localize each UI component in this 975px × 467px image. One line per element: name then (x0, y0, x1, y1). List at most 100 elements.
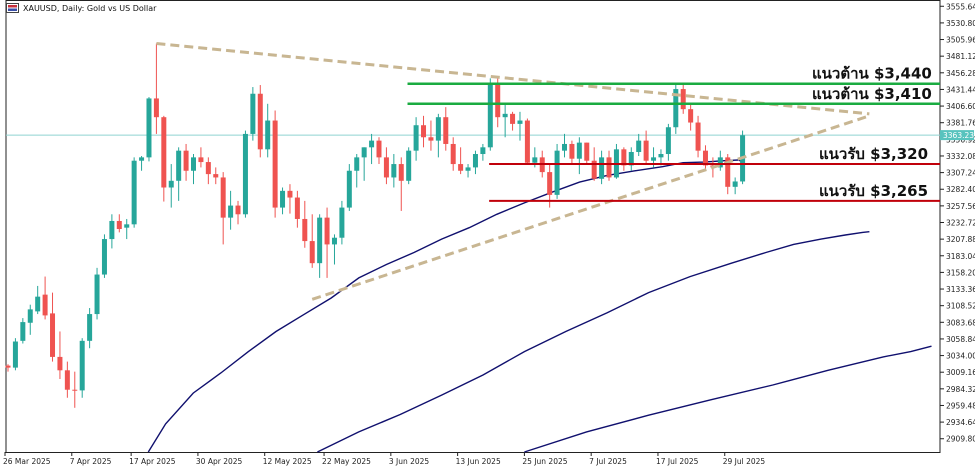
candle-body (391, 164, 396, 177)
candle-body (688, 109, 693, 122)
candle-body (339, 208, 344, 238)
y-tick-label: 3282.40 (946, 185, 975, 194)
candle-body (87, 314, 92, 341)
candle-body (562, 144, 567, 151)
x-tick-label: 7 Jul 2025 (589, 457, 627, 466)
resistance-label: แนวต้าน $3,410 (812, 85, 932, 103)
candle-body (681, 89, 686, 109)
candle-body (139, 157, 144, 160)
y-tick-label: 3009.16 (946, 368, 975, 377)
x-tick-label: 26 Mar 2025 (3, 457, 51, 466)
x-tick-label: 29 Jul 2025 (723, 457, 766, 466)
candle-body (354, 157, 359, 170)
candle-body (317, 218, 322, 264)
y-tick-label: 3133.36 (946, 285, 975, 294)
candle-body (198, 157, 203, 162)
candle-body (480, 147, 485, 154)
candle-body (658, 154, 663, 157)
candle-body (443, 117, 448, 144)
y-tick-label: 2934.64 (946, 418, 975, 427)
candle-body (117, 221, 122, 229)
candle-body (43, 295, 48, 316)
candle-body (176, 151, 181, 181)
candle-body (80, 341, 85, 391)
ascending-trendline (312, 116, 869, 299)
support-label: แนวรับ $3,320 (819, 145, 928, 163)
x-tick-label: 7 Apr 2025 (70, 457, 112, 466)
candle-body (250, 94, 255, 134)
candle-body (466, 167, 471, 170)
candle-body (384, 157, 389, 177)
candle-body (525, 121, 530, 163)
current-price-label: 3363.23 (943, 131, 974, 140)
x-tick-label: 25 Jun 2025 (522, 457, 567, 466)
y-tick-label: 3456.28 (946, 69, 975, 78)
candle-body (72, 390, 77, 391)
y-tick-label: 3307.24 (946, 169, 975, 178)
candle-body (666, 127, 671, 154)
x-tick-label: 17 Jul 2025 (656, 457, 699, 466)
x-tick-label: 12 May 2025 (263, 457, 312, 466)
candle-body (510, 114, 515, 124)
y-tick-label: 3406.60 (946, 102, 975, 111)
candle-body (399, 164, 404, 181)
y-tick-label: 3555.64 (946, 2, 975, 11)
y-tick-label: 3207.88 (946, 235, 975, 244)
candle-body (154, 98, 159, 117)
y-tick-label: 3381.76 (946, 119, 975, 128)
candle-body (184, 151, 189, 171)
candle-body (488, 84, 493, 148)
candle-body (599, 157, 604, 178)
x-tick-label: 3 Jun 2025 (389, 457, 430, 466)
candle-body (265, 121, 270, 150)
candle-body (421, 125, 426, 137)
support-label: แนวรับ $3,265 (819, 182, 928, 200)
moving-average-line (148, 160, 742, 452)
candle-body (6, 366, 11, 368)
candle-body (228, 206, 233, 218)
candle-body (517, 121, 522, 124)
candle-body (191, 157, 196, 170)
candle-body (258, 94, 263, 150)
candle-body (57, 357, 62, 370)
y-tick-label: 3431.44 (946, 85, 975, 94)
x-tick-label: 22 May 2025 (322, 457, 371, 466)
candle-body (287, 191, 292, 198)
y-tick-label: 3481.12 (946, 52, 975, 61)
moving-average-line (317, 232, 869, 452)
y-tick-label: 3505.96 (946, 36, 975, 45)
candle-body (733, 181, 738, 186)
y-tick-label: 3108.52 (946, 302, 975, 311)
x-tick-label: 17 Apr 2025 (129, 457, 176, 466)
candle-body (13, 342, 18, 368)
candle-body (206, 162, 211, 174)
candle-body (651, 157, 656, 160)
candle-body (569, 144, 574, 159)
candle-body (451, 144, 456, 164)
candle-body (169, 181, 174, 188)
y-tick-label: 2909.80 (946, 435, 975, 444)
y-tick-label: 2984.32 (946, 385, 975, 394)
candle-body (161, 117, 166, 187)
y-tick-label: 3530.80 (946, 19, 975, 28)
chart-title: XAUUSD, Daily: Gold vs US Dollar (23, 4, 156, 13)
candle-body (243, 134, 248, 214)
candle-body (503, 114, 508, 117)
candle-body (50, 313, 55, 357)
chart-type-icon (6, 3, 19, 13)
candle-body (236, 206, 241, 215)
y-tick-label: 3083.68 (946, 318, 975, 327)
y-tick-label: 3257.56 (946, 202, 975, 211)
candle-body (532, 157, 537, 162)
candle-body (473, 154, 478, 167)
y-tick-label: 2959.48 (946, 401, 975, 410)
y-tick-label: 3232.72 (946, 219, 975, 228)
y-tick-label: 3058.84 (946, 335, 975, 344)
candle-body (636, 141, 641, 152)
resistance-label: แนวต้าน $3,440 (812, 65, 932, 83)
candle-body (102, 239, 107, 274)
candle-body (109, 221, 114, 239)
candle-body (20, 322, 25, 341)
